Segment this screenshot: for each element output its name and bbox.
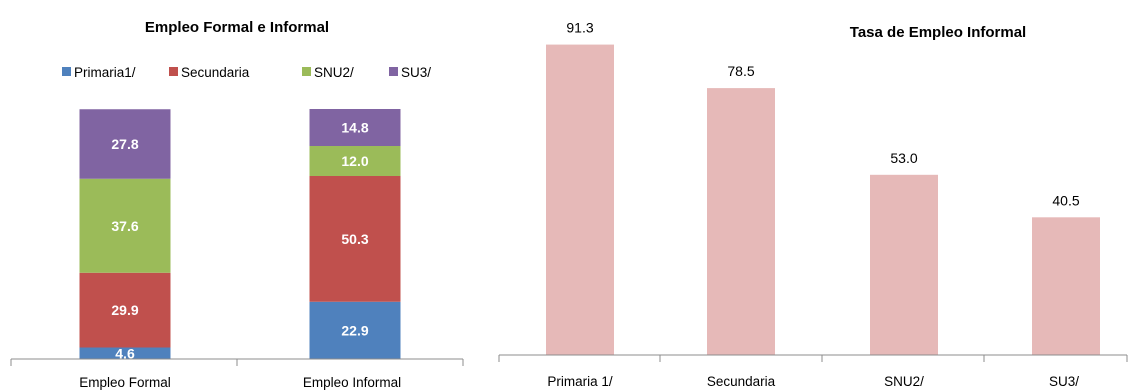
segment-value-label: 29.9 [111, 302, 138, 318]
right-category-label: Secundaria [707, 374, 776, 389]
legend-swatch [169, 67, 178, 76]
segment-value-label: 37.6 [111, 218, 138, 234]
bar [546, 44, 614, 355]
stacked-bar-segment [309, 301, 401, 359]
bar [870, 174, 938, 355]
bar [707, 88, 775, 355]
segment-value-label: 50.3 [341, 231, 368, 247]
segment-value-label: 22.9 [341, 322, 368, 338]
legend-label: Primaria1/ [74, 65, 136, 80]
legend-label: Secundaria [181, 65, 250, 80]
segment-value-label: 27.8 [111, 136, 138, 152]
informal-rate-bar-chart: Tasa de Empleo Informal 91.3 78.5 53.0 40.5… [498, 20, 1128, 389]
bar [1032, 217, 1100, 355]
left-legend: Primaria1/Secundaria SNU2/SU3/ [62, 65, 431, 80]
left-category-label: Empleo Formal [79, 375, 171, 390]
stacked-bar-segment [79, 347, 171, 359]
bar-value-label: 53.0 [890, 150, 917, 166]
legend-swatch [62, 67, 71, 76]
stacked-bar-chart: Empleo Formal e Informal Primaria1/Secun… [10, 19, 464, 390]
bar-value-label: 91.3 [566, 20, 593, 36]
stacked-bar-segment [309, 176, 401, 302]
left-chart-title: Empleo Formal e Informal [145, 19, 329, 36]
stacked-bar-segment [309, 146, 401, 176]
right-category-label: SNU2/ [884, 374, 924, 389]
legend-swatch [302, 67, 311, 76]
legend-label: SU3/ [401, 65, 431, 80]
right-category-label: SU3/ [1049, 374, 1079, 389]
stacked-bar-segment [79, 109, 171, 179]
right-bars: 91.3 78.5 53.0 40.5 [546, 20, 1100, 355]
bar-value-label: 40.5 [1052, 192, 1079, 208]
legend-swatch [389, 67, 398, 76]
left-category-label: Empleo Informal [303, 375, 401, 390]
stacked-bar-segment [79, 178, 171, 273]
bar-value-label: 78.5 [727, 63, 754, 79]
right-chart-title: Tasa de Empleo Informal [850, 24, 1026, 41]
legend-label: SNU2/ [314, 65, 354, 80]
stacked-bar-segment [309, 109, 401, 146]
segment-value-label: 12.0 [341, 153, 368, 169]
left-bars: 4.6 29.9 37.6 27.8 22.9 50.3 12.0 14.8 [79, 109, 401, 361]
right-category-label: Primaria 1/ [547, 374, 613, 389]
stacked-bar-segment [79, 272, 171, 348]
segment-value-label: 4.6 [115, 345, 135, 361]
segment-value-label: 14.8 [341, 120, 368, 136]
